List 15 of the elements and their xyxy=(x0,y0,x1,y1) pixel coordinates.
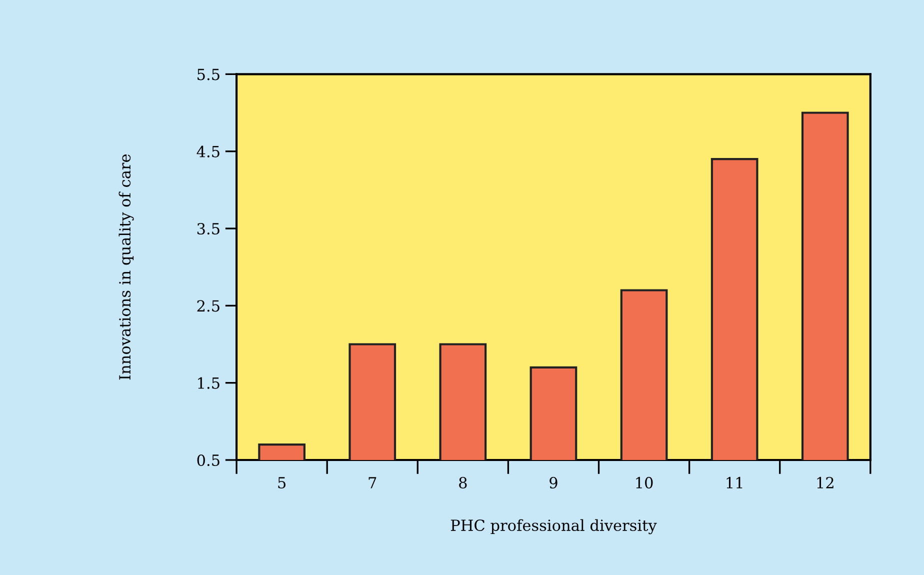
x-tick-label: 11 xyxy=(726,476,742,488)
y-tick-label: 3.5 xyxy=(197,222,220,235)
x-tick-label: 9 xyxy=(550,476,558,488)
x-tick-label: 7 xyxy=(368,477,376,488)
y-tick-label: 5.5 xyxy=(198,68,220,80)
x-tick-label: 10 xyxy=(636,476,653,488)
y-tick-label: 1.5 xyxy=(198,377,220,389)
x-tick-label: 8 xyxy=(459,476,467,488)
y-tick-label: 0.5 xyxy=(197,454,220,466)
y-tick-label: 2.5 xyxy=(197,300,220,312)
x-tick-label: 12 xyxy=(817,476,834,488)
y-axis-title: Innovations in quality of care xyxy=(118,154,134,380)
y-tick-label: 4.5 xyxy=(196,146,220,158)
x-tick-label: 5 xyxy=(278,477,286,488)
x-axis-title: PHC professional diversity xyxy=(450,519,657,534)
